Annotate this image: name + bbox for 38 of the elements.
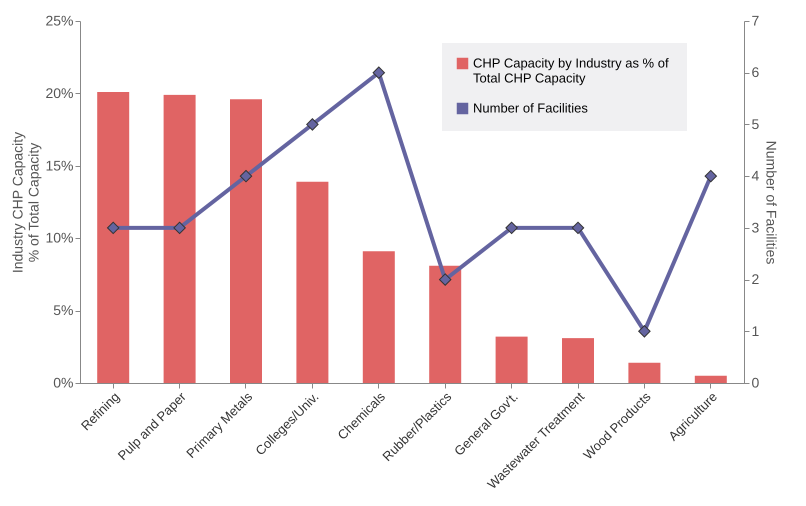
y2-tick-label: 2 bbox=[752, 271, 760, 288]
bar bbox=[628, 362, 660, 383]
point bbox=[306, 118, 319, 131]
bar bbox=[230, 99, 262, 383]
y2-axis-title: Number of Facilities bbox=[763, 140, 780, 264]
point bbox=[439, 273, 452, 286]
point bbox=[240, 170, 252, 182]
y2-tick-label: 1 bbox=[752, 322, 760, 339]
y2-tick-label: 0 bbox=[752, 374, 760, 390]
point bbox=[372, 66, 385, 79]
point bbox=[107, 222, 120, 234]
bar bbox=[562, 338, 594, 383]
legend-label: Number of Facilities bbox=[473, 100, 588, 116]
bar bbox=[694, 376, 727, 383]
y-tick-label: 5% bbox=[53, 302, 74, 318]
bar bbox=[496, 336, 528, 383]
y-tick-label: 15% bbox=[45, 157, 74, 174]
bar bbox=[296, 182, 328, 383]
bar bbox=[97, 92, 130, 383]
point bbox=[638, 325, 651, 338]
y-tick-label: 0% bbox=[53, 374, 74, 390]
y2-tick-label: 3 bbox=[752, 219, 760, 236]
y-tick-label: 20% bbox=[45, 84, 74, 101]
y2-tick-label: 6 bbox=[752, 64, 760, 80]
bar bbox=[429, 266, 462, 383]
y2-tick-label: 4 bbox=[752, 168, 760, 184]
point bbox=[505, 222, 518, 234]
bar bbox=[362, 251, 395, 383]
y-tick-label: 10% bbox=[45, 230, 74, 246]
bar bbox=[164, 94, 196, 383]
point bbox=[704, 170, 717, 182]
legend-label: CHP Capacity by Industry as % of Total CHP Capacity bbox=[473, 56, 669, 86]
y2-tick-label: 7 bbox=[752, 12, 760, 28]
y-tick-label: 25% bbox=[45, 12, 74, 28]
point bbox=[572, 222, 584, 234]
point bbox=[173, 222, 186, 234]
y2-tick-label: 5 bbox=[752, 116, 760, 132]
y-axis-title: Industry CHP Capacity % of Total Capacity bbox=[9, 132, 42, 274]
